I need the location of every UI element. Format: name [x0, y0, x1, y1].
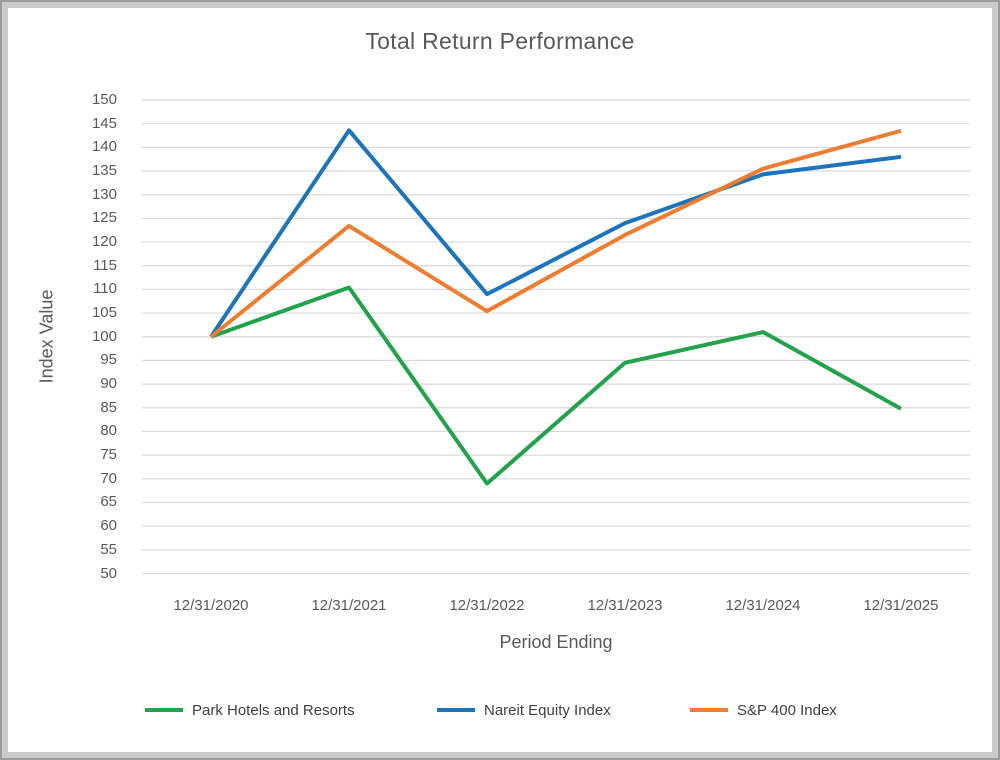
legend-item-nareit: Nareit Equity Index: [437, 700, 611, 720]
y-tick-label: 70: [100, 469, 117, 487]
gridlines: [142, 99, 970, 575]
x-tick-label: 12/31/2024: [725, 597, 801, 614]
series-line-s-p-400-index: [209, 128, 902, 339]
series-line-nareit-equity-index: [209, 128, 902, 338]
y-tick-label: 90: [100, 375, 117, 393]
y-tick-label: 130: [91, 185, 117, 203]
y-tick-label: 85: [100, 398, 117, 416]
y-tick-label: 50: [100, 564, 117, 582]
legend-label: Nareit Equity Index: [484, 701, 611, 719]
y-axis-title: Index Value: [36, 289, 57, 384]
series-lines: [209, 128, 902, 486]
legend-line-swatch-green: [145, 708, 183, 712]
x-tick-label: 12/31/2022: [449, 597, 525, 614]
series-line-park-hotels-and-resorts: [210, 285, 902, 486]
y-tick-label: 55: [100, 540, 117, 558]
y-tick-label: 135: [91, 162, 117, 180]
legend-label: Park Hotels and Resorts: [192, 701, 355, 719]
legend-line-swatch-orange: [690, 708, 728, 712]
x-tick-label: 12/31/2025: [863, 597, 939, 614]
legend-item-sp400: S&P 400 Index: [690, 700, 837, 720]
y-tick-label: 105: [91, 304, 117, 322]
x-tick-label: 12/31/2021: [311, 597, 387, 614]
legend-label: S&P 400 Index: [737, 701, 837, 719]
legend-line-swatch-blue: [437, 708, 475, 712]
y-tick-label: 75: [100, 446, 117, 464]
y-tick-label: 150: [91, 91, 117, 108]
legend: Park Hotels and Resorts Nareit Equity In…: [0, 700, 1000, 724]
y-tick-label: 115: [93, 256, 117, 274]
y-tick-label: 110: [93, 280, 117, 298]
y-tick-label: 95: [100, 351, 117, 369]
chart-title: Total Return Performance: [365, 28, 635, 54]
x-axis-title: Period Ending: [499, 632, 613, 652]
y-tick-label: 60: [100, 517, 117, 535]
x-tick-label: 12/31/2020: [173, 597, 249, 614]
y-tick-label: 100: [91, 327, 117, 345]
legend-item-park-hotels: Park Hotels and Resorts: [145, 700, 355, 720]
y-tick-label: 145: [91, 114, 117, 132]
y-tick-label: 65: [100, 493, 117, 511]
y-tick-label: 120: [91, 233, 117, 251]
y-tick-label: 125: [91, 209, 117, 227]
x-tick-label: 12/31/2023: [587, 597, 663, 614]
y-tick-label: 80: [100, 422, 117, 440]
y-tick-label: 140: [91, 138, 117, 156]
